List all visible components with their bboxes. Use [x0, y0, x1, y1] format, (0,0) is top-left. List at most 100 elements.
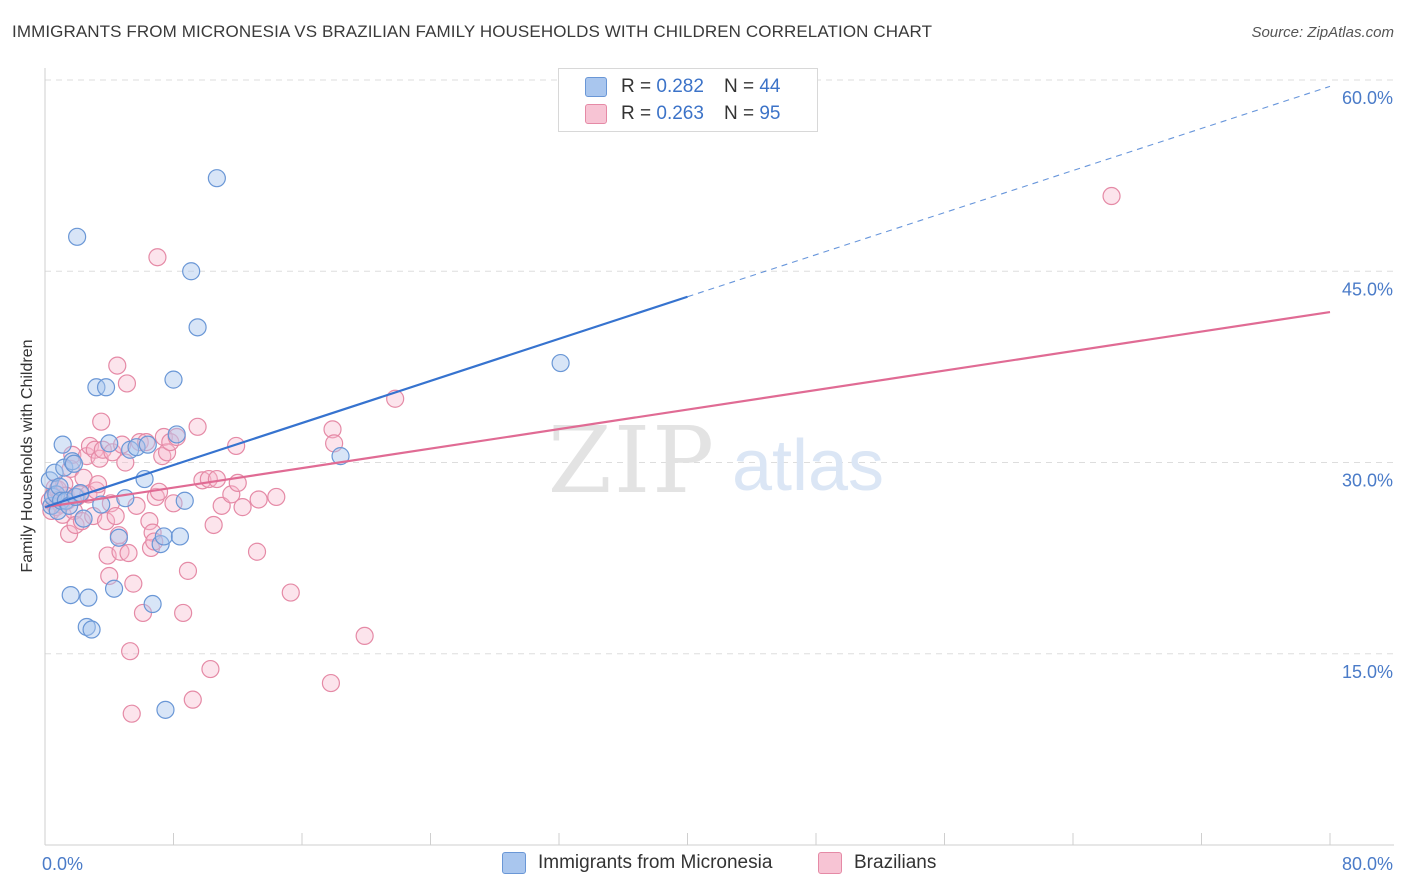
micronesia-point — [45, 463, 64, 482]
brazilians-point — [204, 515, 223, 535]
legend-row-micronesia: R = 0.282 N = 44 — [585, 75, 780, 99]
micronesia-point — [100, 434, 119, 453]
y-tick-label: 60.0% — [1342, 88, 1393, 108]
brazilians-point — [227, 436, 246, 456]
micronesia-point — [116, 489, 135, 508]
brazilians-point — [247, 542, 267, 561]
brazilians-point — [124, 574, 143, 593]
micronesia-point — [74, 509, 93, 528]
brazilians-point — [1102, 186, 1121, 206]
brazilians-point — [148, 248, 167, 267]
x-tick-label-max: 80.0% — [1342, 854, 1393, 874]
legend-item-micronesia: Immigrants from Micronesia — [502, 852, 772, 874]
watermark: ZIP atlas — [548, 407, 884, 514]
y-tick-label: 30.0% — [1342, 471, 1393, 491]
micronesia-point — [87, 378, 106, 397]
brazilians-trend-line — [44, 310, 1331, 509]
chart-title: IMMIGRANTS FROM MICRONESIA VS BRAZILIAN … — [12, 22, 933, 41]
legend-n-value: 95 — [759, 103, 781, 124]
brazilians-point — [96, 512, 116, 531]
micronesia-point — [64, 454, 84, 473]
stats-legend: R = 0.282 N = 44 R = 0.263 N = 95 — [558, 68, 818, 132]
micronesia-point — [109, 528, 128, 547]
brazilians-point — [355, 626, 374, 646]
trend-lines — [44, 85, 1331, 509]
legend-swatch-pink — [818, 852, 842, 874]
micronesia-point — [77, 617, 96, 637]
brazilians-point — [92, 412, 111, 431]
legend-n-value: 44 — [759, 76, 781, 97]
micronesia-point — [61, 585, 80, 605]
brazilians-point — [59, 524, 79, 544]
brazilians-point — [121, 642, 140, 661]
gridlines — [45, 79, 1394, 655]
x-tick-label-min: 0.0% — [42, 854, 83, 874]
brazilians-point — [146, 487, 165, 507]
micronesia-point — [79, 588, 98, 607]
series-legend: Immigrants from Micronesia Brazilians — [0, 852, 1406, 878]
micronesia-point — [167, 425, 186, 444]
micronesia-point — [188, 318, 207, 337]
legend-r-value: 0.282 — [656, 76, 704, 97]
micronesia-point — [170, 527, 190, 546]
legend-r-value: 0.263 — [656, 103, 704, 124]
brazilians-point — [140, 512, 159, 531]
micronesia-point — [175, 491, 194, 510]
micronesia-point — [96, 378, 116, 397]
brazilians-point — [222, 485, 241, 504]
brazilians-point — [249, 490, 268, 509]
legend-swatch-pink — [585, 104, 607, 124]
micronesia-point — [104, 579, 124, 598]
legend-label: Brazilians — [854, 852, 937, 873]
legend-swatch-blue — [585, 77, 607, 97]
legend-swatch-blue — [502, 852, 526, 874]
axes — [44, 68, 1394, 846]
brazilians-point — [174, 603, 193, 623]
legend-item-brazilians: Brazilians — [818, 852, 936, 874]
brazilians-point — [281, 583, 300, 602]
brazilians-point — [108, 356, 127, 375]
brazilians-point — [117, 374, 137, 393]
brazilians-point — [233, 498, 252, 517]
brazilians-point — [157, 443, 177, 462]
micronesia-trend-line — [44, 295, 688, 509]
micronesia-point — [156, 700, 175, 719]
watermark-atlas: atlas — [732, 426, 884, 506]
legend-row-brazilians: R = 0.263 N = 95 — [585, 102, 780, 126]
brazilians-point — [106, 506, 125, 526]
brazilians-point — [267, 487, 286, 507]
brazilians-point — [178, 561, 198, 580]
micronesia-point — [127, 438, 146, 457]
micronesia-point — [53, 435, 72, 454]
micronesia-point — [207, 169, 226, 188]
watermark-zip: ZIP — [548, 407, 716, 514]
y-tick-label: 15.0% — [1342, 662, 1393, 682]
brazilians-point — [321, 673, 341, 693]
legend-n-label: N = — [723, 103, 755, 124]
y-tick-label: 45.0% — [1342, 279, 1393, 299]
micronesia-points — [40, 169, 570, 719]
brazilians-point — [183, 690, 202, 709]
brazilians-point — [119, 543, 138, 563]
y-tick-labels: 15.0% 30.0% 45.0% 60.0% — [1342, 88, 1393, 682]
x-tick-labels: 0.0% 80.0% — [42, 854, 1393, 874]
brazilians-point — [122, 704, 141, 723]
micronesia-point — [143, 594, 162, 614]
micronesia-point — [68, 227, 87, 246]
micronesia-point — [154, 527, 173, 546]
brazilians-point — [201, 659, 220, 679]
source-label: Source: ZipAtlas.com — [1251, 24, 1394, 41]
legend-label: Immigrants from Micronesia — [538, 852, 773, 873]
micronesia-point — [138, 435, 157, 454]
micronesia-trend-extension — [687, 85, 1331, 298]
micronesia-point — [182, 262, 201, 281]
brazilians-point — [188, 417, 207, 436]
micronesia-point — [82, 620, 101, 639]
legend-n-label: N = — [723, 76, 755, 97]
micronesia-point — [551, 353, 570, 373]
legend-r-label: R = — [621, 76, 652, 97]
brazilians-point — [164, 494, 183, 513]
micronesia-point — [331, 447, 350, 466]
brazilians-point — [323, 420, 342, 439]
